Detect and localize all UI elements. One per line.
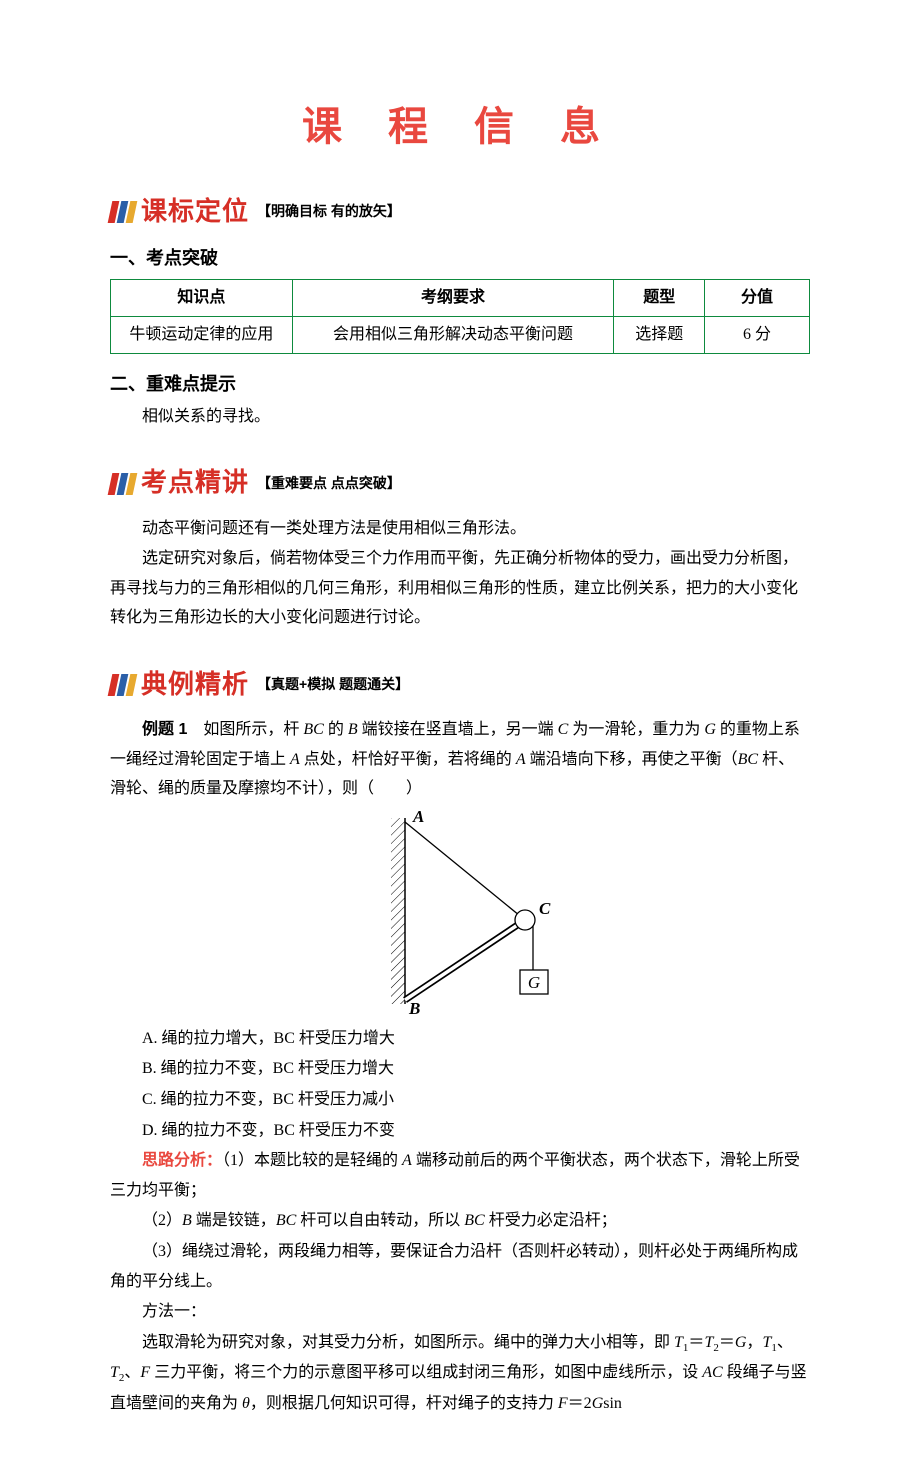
- td-3: 6 分: [705, 316, 810, 353]
- page-title-text: 课 程 信 息: [302, 104, 618, 149]
- label-B: B: [408, 999, 420, 1018]
- option-c: C. 绳的拉力不变，BC 杆受压力减小: [110, 1085, 810, 1115]
- flag-icon: [110, 201, 135, 223]
- th-2: 题型: [614, 280, 705, 317]
- label-G: G: [528, 973, 540, 992]
- analysis-2: （2）B 端是铰链，BC 杆可以自由转动，所以 BC 杆受力必定沿杆；: [110, 1206, 810, 1236]
- td-1: 会用相似三角形解决动态平衡问题: [292, 316, 614, 353]
- sh2-main: 考点精讲: [141, 459, 249, 507]
- sh3-main: 典例精析: [141, 661, 249, 709]
- sh2-sub: 【重难要点 点点突破】: [257, 471, 401, 497]
- table-header-row: 知识点 考纲要求 题型 分值: [111, 280, 810, 317]
- syllabus-table: 知识点 考纲要求 题型 分值 牛顿运动定律的应用 会用相似三角形解决动态平衡问题…: [110, 279, 810, 353]
- label-A: A: [412, 810, 424, 826]
- example-1-diagram: G A B C: [365, 810, 555, 1020]
- example-1-stem: 例题 1 如图所示，杆 BC 的 B 端铰接在竖直墙上，另一端 C 为一滑轮，重…: [110, 715, 810, 804]
- sh3-sub: 【真题+模拟 题题通关】: [257, 672, 409, 698]
- sh1-sub: 【明确目标 有的放矢】: [257, 199, 401, 225]
- flag-icon: [110, 674, 135, 696]
- label-C: C: [539, 899, 551, 918]
- s2-p2: 选定研究对象后，倘若物体受三个力作用而平衡，先正确分析物体的受力，画出受力分析图…: [110, 544, 810, 633]
- flag-icon: [110, 473, 135, 495]
- method-1-body: 选取滑轮为研究对象，对其受力分析，如图所示。绳中的弹力大小相等，即 T1＝T2＝…: [110, 1328, 810, 1419]
- section-heading-2: 考点精讲 【重难要点 点点突破】: [110, 459, 810, 507]
- analysis-3: （3）绳绕过滑轮，两段绳力相等，要保证合力沿杆（否则杆必转动），则杆必处于两绳所…: [110, 1237, 810, 1296]
- analysis-label: 思路分析：: [142, 1152, 222, 1169]
- option-d: D. 绳的拉力不变，BC 杆受压力不变: [110, 1116, 810, 1146]
- section-heading-1: 课标定位 【明确目标 有的放矢】: [110, 188, 810, 236]
- sub-heading-2: 二、重难点提示: [110, 368, 810, 401]
- sub-heading-1: 一、考点突破: [110, 242, 810, 275]
- section-heading-3: 典例精析 【真题+模拟 题题通关】: [110, 661, 810, 709]
- sh1-main: 课标定位: [141, 188, 249, 236]
- page-title: 课 程 信 息: [110, 90, 810, 164]
- option-b: B. 绳的拉力不变，BC 杆受压力增大: [110, 1054, 810, 1084]
- th-3: 分值: [705, 280, 810, 317]
- td-0: 牛顿运动定律的应用: [111, 316, 293, 353]
- th-0: 知识点: [111, 280, 293, 317]
- analysis-1: 思路分析：（1）本题比较的是轻绳的 A 端移动前后的两个平衡状态，两个状态下，滑…: [110, 1146, 810, 1205]
- td-2: 选择题: [614, 316, 705, 353]
- p-h2: 相似关系的寻找。: [110, 402, 810, 432]
- option-a: A. 绳的拉力增大，BC 杆受压力增大: [110, 1024, 810, 1054]
- table-row: 牛顿运动定律的应用 会用相似三角形解决动态平衡问题 选择题 6 分: [111, 316, 810, 353]
- s2-p1: 动态平衡问题还有一类处理方法是使用相似三角形法。: [110, 514, 810, 544]
- th-1: 考纲要求: [292, 280, 614, 317]
- example-label: 例题 1: [142, 721, 187, 738]
